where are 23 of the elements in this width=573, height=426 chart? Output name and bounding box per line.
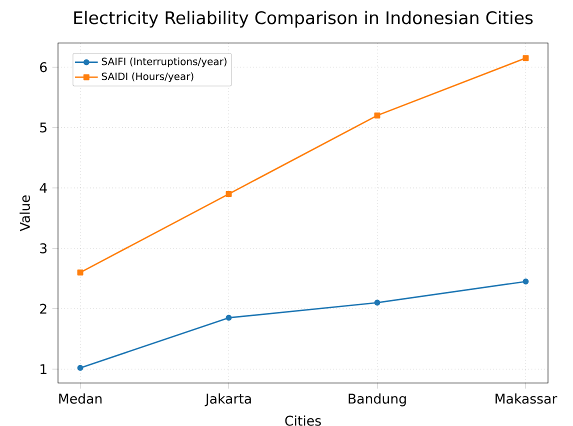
point xyxy=(77,364,84,371)
x-tick-label: Medan xyxy=(59,393,102,404)
point xyxy=(226,190,232,197)
y-tick-label: 5 xyxy=(40,122,46,133)
legend-label: SAIFI (Interruptions/year) xyxy=(102,57,226,68)
x-tick-label: Makassar xyxy=(496,393,558,404)
x-tick-label: Jakarta xyxy=(204,393,251,406)
y-axis-title: Value xyxy=(20,195,30,232)
point xyxy=(522,55,529,62)
chart-title: Electricity Reliability Comparison in Indonesian Cities xyxy=(74,10,533,28)
point xyxy=(77,269,84,276)
y-tick-label: 1 xyxy=(40,364,46,374)
y-tick-label: 2 xyxy=(40,304,46,314)
y-tick-label: 4 xyxy=(40,183,47,193)
x-tick-label: Bandung xyxy=(348,393,406,406)
point xyxy=(374,112,380,118)
point xyxy=(226,314,232,321)
x-axis-title: Cities xyxy=(285,415,321,426)
y-tick-label: 3 xyxy=(40,243,47,254)
y-tick-label: 6 xyxy=(40,62,47,72)
point xyxy=(374,300,380,306)
point xyxy=(522,278,529,285)
legend-label: SAIDI (Hours/year) xyxy=(102,72,194,82)
